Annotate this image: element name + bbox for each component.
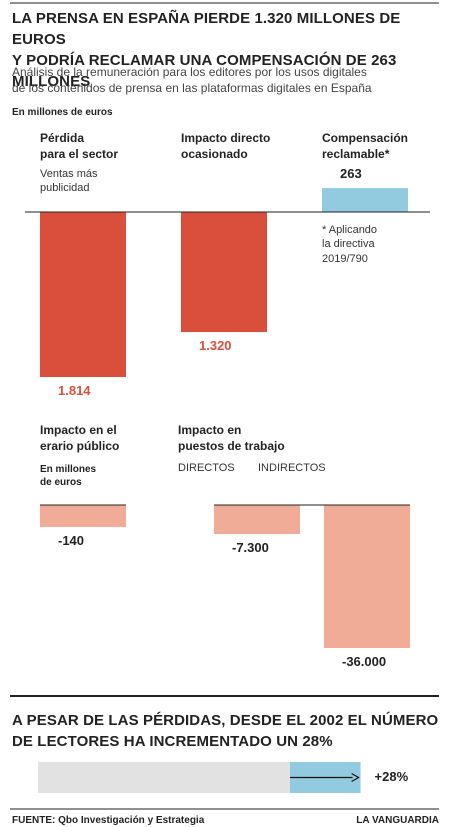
value-label: 263	[340, 166, 362, 182]
subtitle: Análisis de la remuneración para los edi…	[12, 65, 372, 96]
bar	[214, 505, 300, 534]
category-note: Ventas más publicidad	[40, 168, 98, 195]
brand: LA VANGUARDIA	[356, 815, 439, 826]
value-label: -140	[58, 533, 85, 548]
chart-title: Impacto en el erario público	[40, 423, 120, 453]
category-label: Impacto directo ocasionado	[181, 131, 271, 161]
bar	[40, 505, 126, 527]
value-label: -7.300	[232, 539, 269, 555]
unit-label: En millones de euros	[12, 107, 113, 118]
category-label: Compensación reclamable*	[322, 131, 409, 161]
footnote: * Aplicando la directiva 2019/790	[322, 224, 378, 265]
chart-title: Impacto en puestos de trabajo	[178, 423, 285, 453]
bar	[324, 505, 410, 648]
title: LA PRENSA EN ESPAÑA PIERDE 1.320 MILLONE…	[12, 10, 401, 90]
bar	[181, 212, 267, 333]
category-label: Pérdida para el sector	[40, 131, 119, 161]
arrow-head	[351, 772, 360, 783]
bar	[322, 188, 408, 212]
bar	[40, 212, 126, 377]
section-title: A PESAR DE LAS PÉRDIDAS, DESDE EL 2002 E…	[12, 712, 439, 750]
base-bar	[38, 762, 290, 793]
source: FUENTE: Qbo Investigación y Estrategia	[12, 815, 205, 826]
value-label: 1.320	[199, 338, 232, 354]
category-label: DIRECTOS	[178, 462, 235, 474]
value-label: 1.814	[58, 383, 91, 398]
category-label: INDIRECTOS	[258, 462, 326, 474]
value-label: +28%	[374, 768, 409, 784]
value-label: -36.000	[342, 654, 387, 669]
chart-subtitle: En millones de euros	[40, 464, 97, 488]
